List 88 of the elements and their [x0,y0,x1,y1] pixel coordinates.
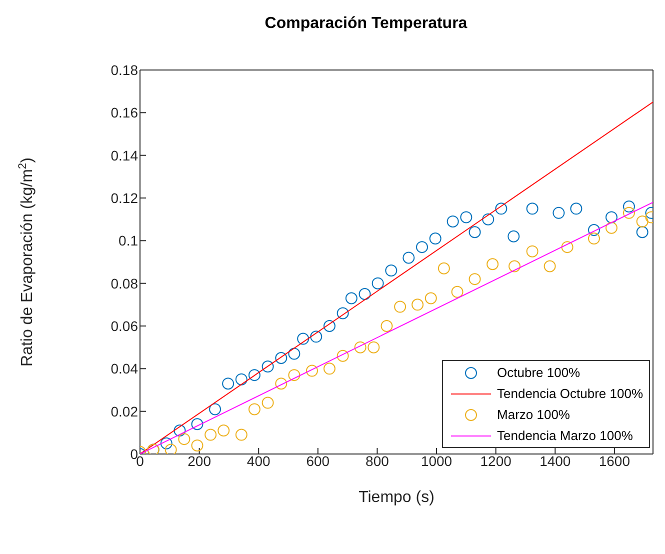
y-tick-label: 0.1 [118,232,138,249]
point [222,378,234,390]
point [323,362,336,375]
legend-label: Tendencia Marzo 100% [497,428,633,443]
point [380,320,393,332]
point [288,369,300,382]
point [235,428,248,441]
y-tick-label: 0.12 [110,190,138,206]
point [336,350,349,362]
point [191,439,204,452]
point [402,252,415,264]
point [275,352,288,364]
point [588,224,600,236]
y-tick-label: 0.02 [110,403,138,420]
y-tick-label: 0.18 [110,62,138,78]
point [275,378,288,390]
point [460,211,472,224]
point [561,241,574,254]
point [412,298,424,311]
point [508,260,521,272]
point [218,424,230,437]
x-tick-label: 1600 [598,452,630,469]
point [345,292,358,304]
point [160,437,172,450]
point [297,332,310,345]
x-tick-label: 1000 [420,452,452,469]
legend-label: Marzo 100% [497,407,570,422]
legend-label: Octubre 100% [497,365,580,380]
point [468,226,481,238]
x-axis-title: Tiempo (s) [358,489,434,506]
point [468,273,481,286]
point [178,433,190,446]
y-tick-label: 0.08 [110,275,138,292]
point [164,444,177,454]
point [570,202,582,215]
point [288,348,300,360]
point [262,396,274,409]
point [235,373,248,386]
legend-label: Tendencia Octubre 100% [497,386,643,401]
point [486,258,499,270]
point [385,264,398,277]
point [552,206,565,219]
point [354,341,366,354]
x-tick-label: 800 [366,452,390,469]
point [636,215,648,228]
point [508,230,520,242]
point [204,428,217,441]
x-tick-label: 1200 [480,452,512,469]
y-tick-label: 0.16 [110,104,138,121]
point [544,260,556,272]
point [394,300,406,313]
point [482,213,494,226]
point [495,202,508,215]
x-tick-label: 200 [188,452,212,469]
point [248,369,260,382]
point [424,292,437,304]
point [323,320,336,332]
point [262,360,274,373]
point [209,403,222,416]
y-tick-label: 0.06 [110,318,138,334]
point [438,262,450,274]
chart-title: Comparación Temperatura [264,15,468,32]
point [636,226,648,238]
point [526,245,538,258]
point [248,403,260,416]
point [306,364,318,377]
point [191,418,204,430]
x-tick-label: 1400 [540,452,571,469]
point [605,222,618,234]
point [588,232,600,245]
point [446,215,459,228]
point [336,307,349,320]
point [372,277,384,290]
point [368,341,380,354]
y-tick-label: 0.14 [110,147,138,164]
point [622,206,635,219]
point [429,232,442,245]
point [416,241,428,254]
point [605,211,618,224]
point [451,286,464,298]
y-tick-label: 0.04 [110,360,138,377]
x-tick-label: 400 [246,452,271,469]
point [310,330,322,343]
point [174,424,186,437]
x-tick-label: 600 [306,452,330,469]
point [358,288,371,300]
point [622,200,635,213]
point [526,202,538,215]
